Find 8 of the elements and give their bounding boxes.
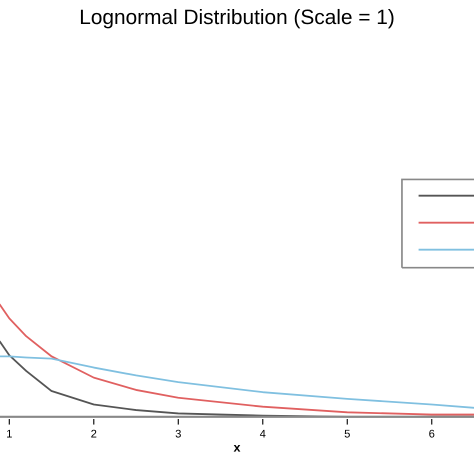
x-tick-label: 5	[344, 430, 350, 438]
x-tick-label: 2	[91, 430, 96, 438]
x-axis-title: x	[234, 445, 240, 452]
x-tick-label: 4	[260, 430, 266, 438]
x-tick-label: 3	[176, 430, 181, 438]
x-tick-label: 6	[429, 430, 434, 438]
chart-title: Lognormal Distribution (Scale = 1)	[80, 8, 394, 28]
x-tick-label: 1	[7, 430, 12, 438]
